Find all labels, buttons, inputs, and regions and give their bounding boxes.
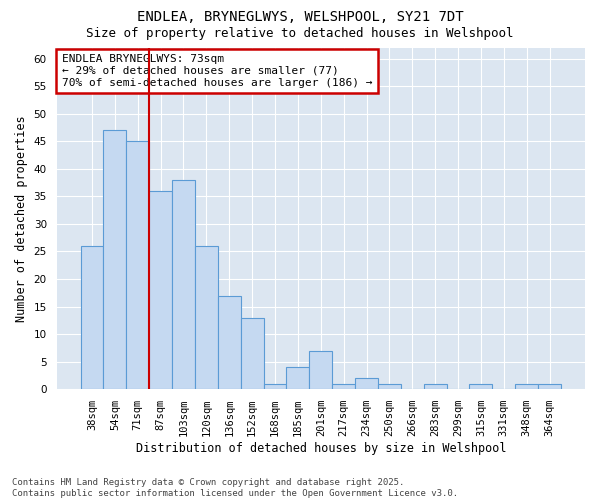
Text: Contains HM Land Registry data © Crown copyright and database right 2025.
Contai: Contains HM Land Registry data © Crown c… <box>12 478 458 498</box>
Bar <box>218 296 241 389</box>
Bar <box>241 318 263 389</box>
Bar <box>332 384 355 389</box>
Bar <box>80 246 103 389</box>
Text: Size of property relative to detached houses in Welshpool: Size of property relative to detached ho… <box>86 28 514 40</box>
Bar <box>424 384 446 389</box>
Bar <box>127 141 149 389</box>
Bar <box>515 384 538 389</box>
Text: ENDLEA, BRYNEGLWYS, WELSHPOOL, SY21 7DT: ENDLEA, BRYNEGLWYS, WELSHPOOL, SY21 7DT <box>137 10 463 24</box>
Text: ENDLEA BRYNEGLWYS: 73sqm
← 29% of detached houses are smaller (77)
70% of semi-d: ENDLEA BRYNEGLWYS: 73sqm ← 29% of detach… <box>62 54 373 88</box>
Bar <box>538 384 561 389</box>
Bar <box>103 130 127 389</box>
Bar <box>286 367 310 389</box>
Bar <box>149 191 172 389</box>
Bar <box>310 350 332 389</box>
Bar <box>378 384 401 389</box>
Bar <box>355 378 378 389</box>
Bar <box>469 384 493 389</box>
Y-axis label: Number of detached properties: Number of detached properties <box>15 115 28 322</box>
X-axis label: Distribution of detached houses by size in Welshpool: Distribution of detached houses by size … <box>136 442 506 455</box>
Bar <box>172 180 195 389</box>
Bar <box>195 246 218 389</box>
Bar <box>263 384 286 389</box>
